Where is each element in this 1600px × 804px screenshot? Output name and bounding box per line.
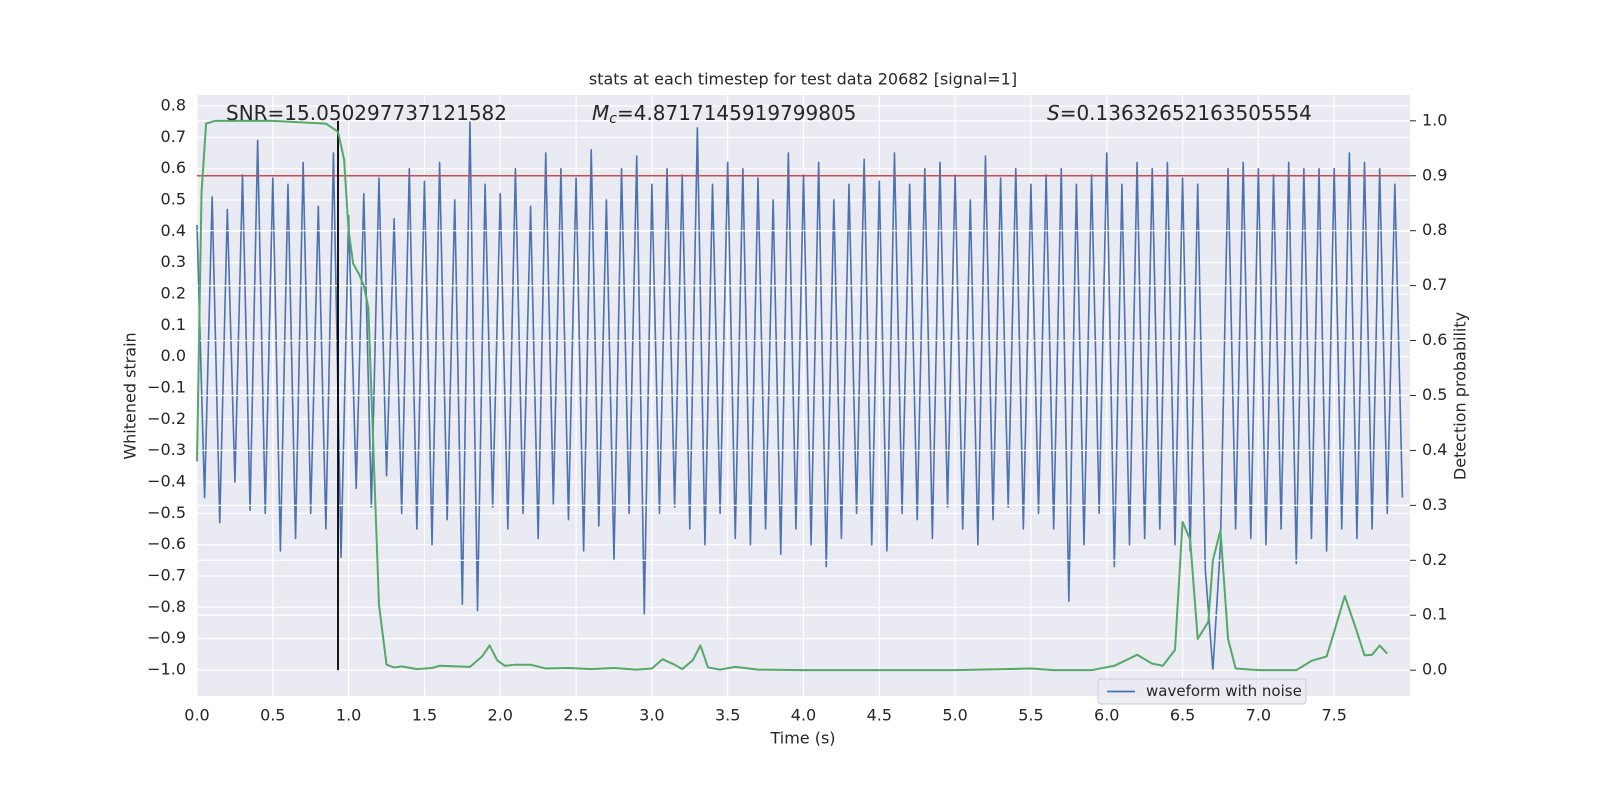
x-tick-label: 5.5 xyxy=(1018,706,1043,725)
y-tick-label: −0.6 xyxy=(147,534,186,553)
annotations: SNR=15.050297737121582 Mc=4.871714591979… xyxy=(226,101,1312,128)
y2-tick-label: 0.4 xyxy=(1422,440,1447,459)
y2-tick-label: 0.6 xyxy=(1422,330,1447,349)
x-tick-label: 0.0 xyxy=(184,706,209,725)
y-tick-label: −0.2 xyxy=(147,409,186,428)
y-tick-label: −0.9 xyxy=(147,628,186,647)
y-tick-label: −1.0 xyxy=(147,659,186,678)
annotation-subscript: c xyxy=(609,111,617,127)
y-tick-label: −0.8 xyxy=(147,597,186,616)
y2-tick-label: 0.8 xyxy=(1422,220,1447,239)
y-tick-label: −0.3 xyxy=(147,440,186,459)
x-tick-label: 5.0 xyxy=(942,706,967,725)
legend-box xyxy=(1097,678,1307,705)
y-tick-label: 0.6 xyxy=(161,158,186,177)
y-tick-label: 0.3 xyxy=(161,252,186,271)
y2-tick-label: 0.3 xyxy=(1422,495,1447,514)
x-tick-label: 7.0 xyxy=(1246,706,1271,725)
x-tick-label: 2.0 xyxy=(488,706,513,725)
x-tick-label: 6.5 xyxy=(1170,706,1195,725)
annotation: Mc=4.8717145919799805 xyxy=(592,101,856,128)
x-tick-label: 3.5 xyxy=(715,706,740,725)
x-tick-label: 6.0 xyxy=(1094,706,1119,725)
x-tick-label: 2.5 xyxy=(563,706,588,725)
legend-label: waveform with noise xyxy=(1146,682,1302,700)
y-tick-label: −0.1 xyxy=(147,377,186,396)
y2-tick-label: 0.9 xyxy=(1422,165,1447,184)
y-tick-label: 0.8 xyxy=(161,95,186,114)
y2-axis-label: Detection probability xyxy=(1451,312,1470,480)
y-tick-label: −0.7 xyxy=(147,565,186,584)
y-axis-label: Whitened strain xyxy=(121,332,140,459)
annotation-symbol: M xyxy=(592,101,609,125)
x-tick-label: 1.0 xyxy=(336,706,361,725)
y-tick-label: 0.7 xyxy=(161,127,186,146)
y-tick-label: 0.2 xyxy=(161,283,186,302)
x-tick-label: 4.0 xyxy=(791,706,816,725)
y-tick-label: −0.4 xyxy=(147,471,186,490)
x-tick-label: 4.5 xyxy=(867,706,892,725)
x-axis-label: Time (s) xyxy=(769,729,835,748)
x-tick-label: 7.5 xyxy=(1321,706,1346,725)
x-tick-label: 0.5 xyxy=(260,706,285,725)
plot-area: 0.0 0.5 1.0 1.5 2.0 2.5 3.0 3.5 4.0 4.5 5.0 5.5 6.0 6… xyxy=(147,95,1447,725)
y2-tick-label: 0.2 xyxy=(1422,550,1447,569)
y2-tick-label: 0.7 xyxy=(1422,275,1447,294)
y2-tick-label: 1.0 xyxy=(1422,110,1447,129)
x-tick-label: 1.5 xyxy=(412,706,437,725)
y-tick-label: 0.4 xyxy=(161,221,186,240)
y2-tick-label: 0.0 xyxy=(1422,660,1447,679)
annotation-text: =0.13632652163505554 xyxy=(1060,101,1312,125)
y2-tick-label: 0.5 xyxy=(1422,385,1447,404)
x-tick-label: 3.0 xyxy=(639,706,664,725)
annotation-symbol: S xyxy=(1047,101,1060,125)
annotation-text: SNR=15.050297737121582 xyxy=(226,101,507,125)
y-tick-label: 0.5 xyxy=(161,189,186,208)
chart-title: stats at each timestep for test data 206… xyxy=(589,70,1017,89)
y-tick-label: 0.1 xyxy=(161,315,186,334)
y-tick-label: 0.0 xyxy=(161,346,186,365)
series-line xyxy=(196,120,1404,671)
annotation: SNR=15.050297737121582 xyxy=(226,101,507,125)
annotation: S=0.13632652163505554 xyxy=(1047,101,1312,125)
y2-tick-label: 0.1 xyxy=(1422,605,1447,624)
y-tick-label: −0.5 xyxy=(147,503,186,522)
series-line xyxy=(196,119,1388,672)
annotation-text: =4.8717145919799805 xyxy=(617,101,856,125)
legend: waveform with noise xyxy=(1097,678,1307,705)
